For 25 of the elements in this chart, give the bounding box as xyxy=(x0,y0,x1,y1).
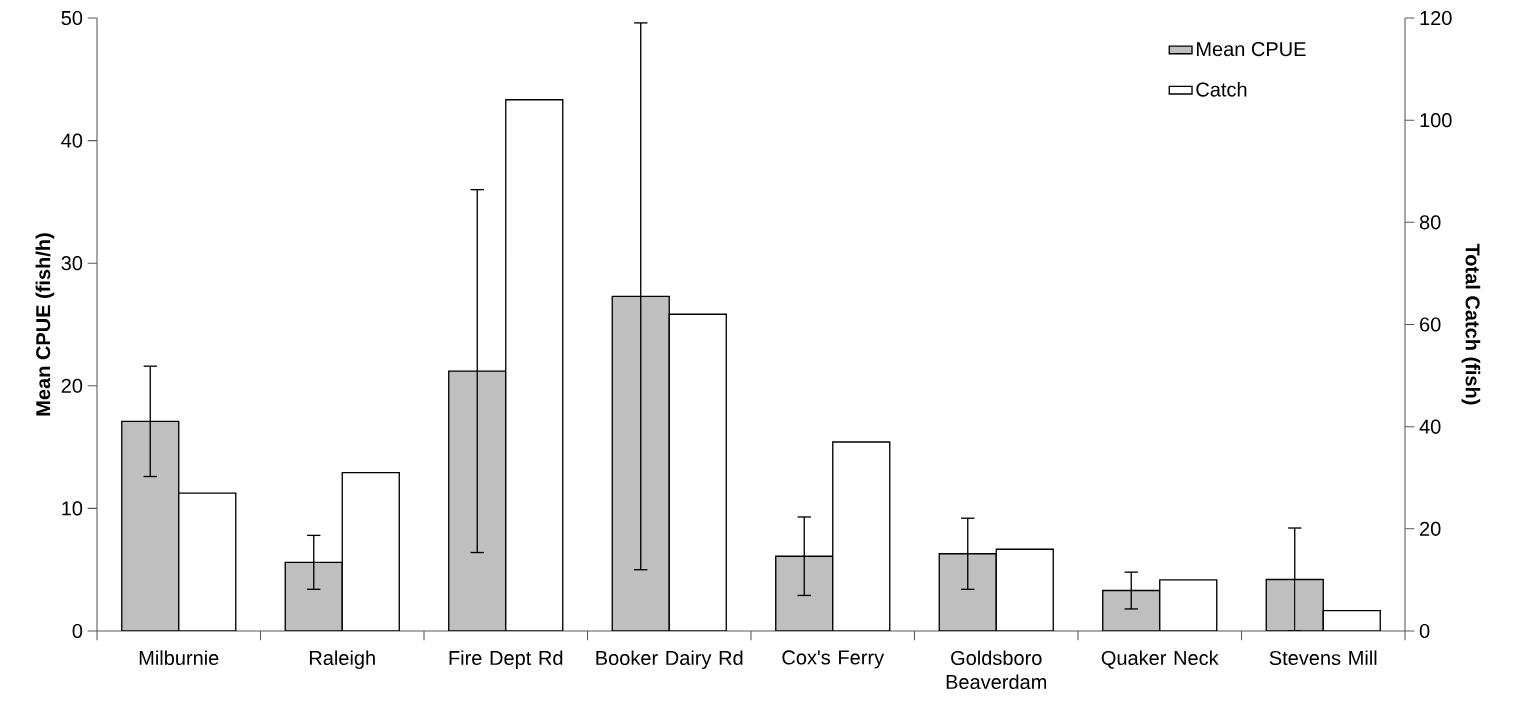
x-tick-label: Stevens Mill xyxy=(1269,650,1377,666)
y-tick-label: 30 xyxy=(61,256,83,271)
y-tick-label: 50 xyxy=(61,10,83,26)
y2-tick-label: 20 xyxy=(1420,521,1441,536)
y2-axis-title: Total Catch (fish) xyxy=(1461,243,1481,405)
y2-tick-label: 40 xyxy=(1419,419,1441,434)
y2-tick-label: 100 xyxy=(1420,113,1452,128)
y2-tick-label: 0 xyxy=(1419,623,1430,639)
y-axis-title: Mean CPUE (fish/h) xyxy=(35,233,55,416)
y2-tick-label: 60 xyxy=(1420,317,1441,332)
x-tick-label: Raleigh xyxy=(309,650,375,670)
legend-label: Catch xyxy=(1196,81,1247,97)
x-tick-label: Cox's Ferry xyxy=(782,650,885,669)
y2-tick-label: 80 xyxy=(1419,215,1441,230)
y-tick-label: 40 xyxy=(61,133,83,148)
x-tick-label: Booker Dairy Rd xyxy=(596,650,743,670)
y2-tick-label: 120 xyxy=(1420,10,1452,26)
y-tick-label: 0 xyxy=(72,623,83,639)
y-tick-label: 20 xyxy=(61,378,83,393)
y-tick-label: 10 xyxy=(62,501,83,516)
legend-label: Mean CPUE xyxy=(1196,41,1306,57)
x-tick-label: Quaker Neck xyxy=(1101,650,1219,669)
x-tick-label: Fire Dept Rd xyxy=(449,650,563,670)
x-tick-label: Milburnie xyxy=(139,650,219,666)
x-tick-label: Goldsboro Beaverdam xyxy=(946,650,1047,690)
